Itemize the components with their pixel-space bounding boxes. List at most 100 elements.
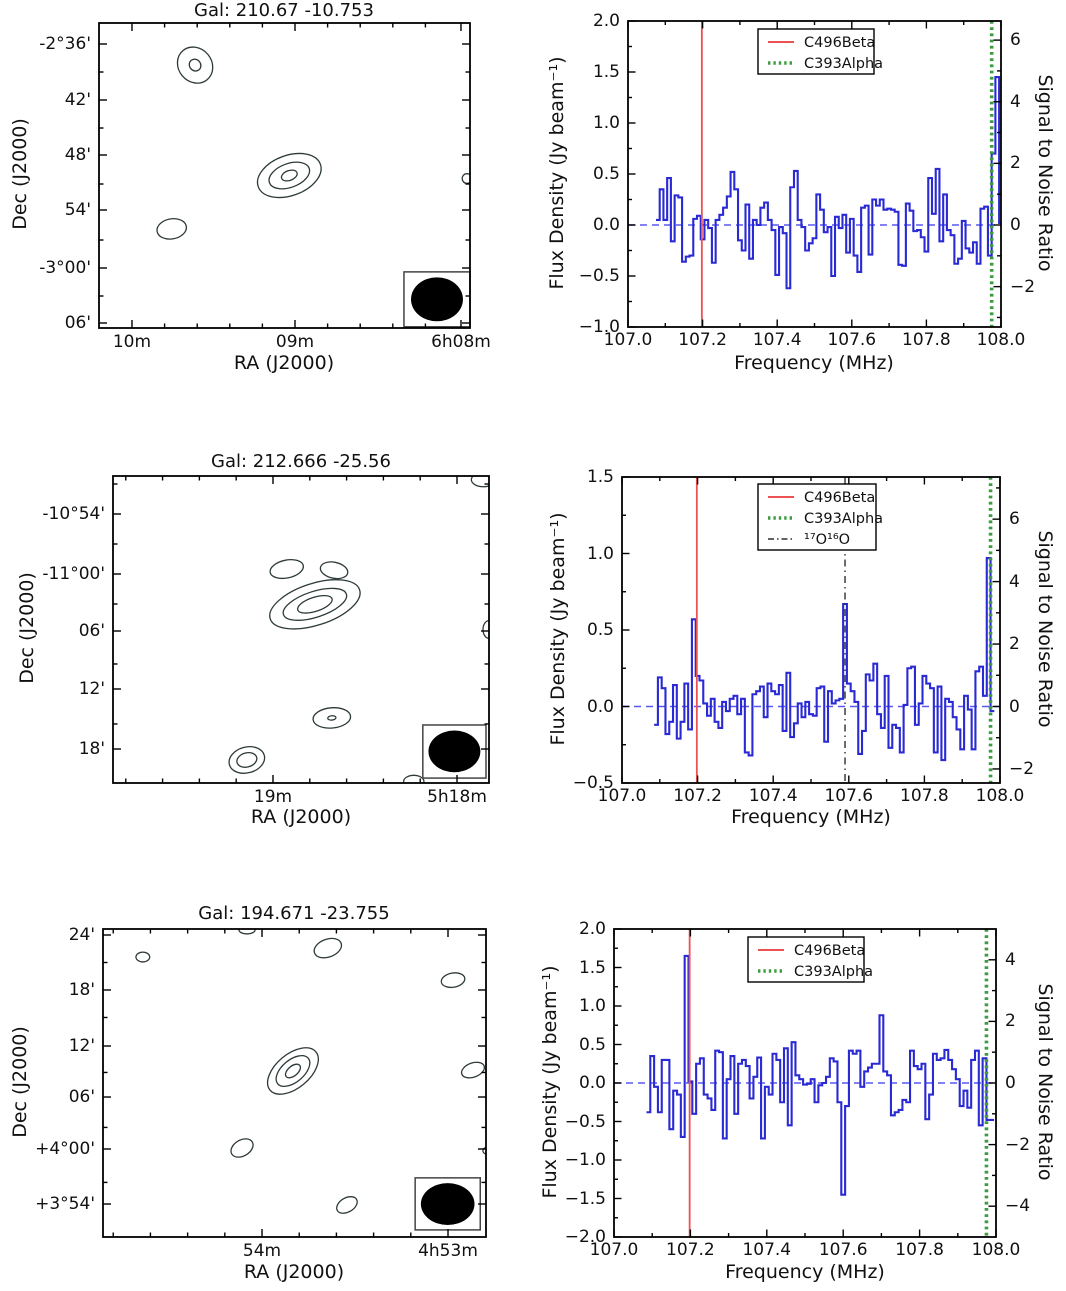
map-x-tick-label: 5h18m — [427, 787, 487, 807]
spec-x-tick-label: 107.0 — [603, 330, 653, 350]
map-y-tick-label: -11°00' — [42, 563, 105, 584]
map1-xlabel: RA (J2000) — [233, 352, 335, 374]
beam-ellipse — [411, 277, 463, 322]
map2-title: Gal: 212.666 -25.56 — [211, 451, 391, 472]
legend-label: C393Alpha — [794, 964, 873, 980]
contour-line — [460, 1061, 486, 1079]
map-y-tick-label: 18' — [68, 979, 95, 1000]
spec-y-tick-label: 0.0 — [592, 215, 620, 235]
legend-label: C496Beta — [804, 35, 875, 51]
contour-line — [176, 46, 214, 84]
spec-y-tick-label: 1.5 — [578, 957, 606, 978]
contour-line — [284, 1063, 302, 1079]
spec-x-tick-label: 108.0 — [976, 330, 1026, 350]
legend-label: C393Alpha — [804, 511, 883, 527]
axes-spines — [621, 476, 1001, 784]
panel-spec-1-svg: C496Beta C393Alpha ¹⁷O¹⁶O — [621, 476, 1001, 784]
spectrum-panel-3: C496Beta C393Alpha — [612, 927, 998, 1239]
spec-y-tick-label: 0.0 — [586, 696, 614, 717]
spec-x-tick-label: 107.0 — [597, 786, 647, 806]
legend-label: C393Alpha — [804, 56, 883, 72]
snr-tick-label: −2 — [1005, 1134, 1031, 1155]
spec-y-tick-label: 1.0 — [586, 543, 614, 564]
map-y-tick-label: -3°00' — [39, 258, 91, 278]
contour-line — [282, 587, 348, 621]
panel-map-1-svg — [112, 475, 490, 784]
map-y-tick-label: 06' — [78, 621, 105, 641]
map-y-tick-label: 06' — [64, 312, 91, 333]
snr-tick-label: 4 — [1010, 91, 1021, 112]
map-y-tick-label: 24' — [68, 925, 95, 945]
plot-group — [98, 22, 471, 329]
spec-y-tick-label: 0.5 — [592, 164, 620, 184]
snr-tick-label: 2 — [1010, 153, 1021, 174]
spec2-xlabel: Frequency (MHz) — [731, 806, 891, 828]
contour-line — [336, 1196, 358, 1214]
spec-x-tick-label: 107.6 — [824, 786, 874, 806]
map-y-tick-label: 12' — [68, 1036, 95, 1056]
map-y-tick-label: 18' — [78, 739, 105, 759]
spec-y-tick-label: 0.5 — [578, 1034, 606, 1055]
spec-y-tick-label: 2.0 — [578, 919, 606, 939]
spec-x-tick-label: 108.0 — [971, 1240, 1021, 1260]
map-x-tick-label: 4h53m — [418, 1241, 478, 1261]
legend-box — [747, 936, 865, 983]
map1-title: Gal: 210.67 -10.753 — [194, 0, 374, 21]
snr-tick-label: 4 — [1005, 949, 1016, 970]
contour-line — [313, 937, 343, 959]
contour-line — [327, 715, 337, 721]
spec-y-tick-label: 1.0 — [578, 996, 606, 1016]
legend-label: ¹⁷O¹⁶O — [804, 532, 850, 548]
contour-line — [312, 707, 352, 729]
snr-tick-label: −2 — [1009, 758, 1035, 779]
spec-x-tick-label: 107.4 — [742, 1240, 792, 1260]
contour-line — [156, 217, 188, 240]
spec-x-tick-label: 107.6 — [827, 330, 877, 350]
plot-group — [102, 928, 487, 1238]
contour-line — [482, 1147, 486, 1155]
spec-y-tick-label: 2.0 — [592, 11, 620, 31]
spec-x-tick-label: 107.4 — [748, 786, 798, 806]
axes-spines — [112, 475, 490, 784]
plot-group: C496Beta C393Alpha — [627, 20, 1002, 328]
beam-ellipse — [420, 1183, 475, 1225]
contour-line — [256, 152, 322, 199]
snr-tick-label: 6 — [1009, 509, 1020, 530]
map2-xlabel: RA (J2000) — [250, 806, 352, 828]
spec-y-tick-label: 1.5 — [586, 467, 614, 487]
spec-y-tick-label: −1.5 — [564, 1188, 606, 1209]
spec-y-tick-label: −0.5 — [572, 773, 614, 793]
plot-group: C496Beta C393Alpha ¹⁷O¹⁶O — [621, 476, 1001, 784]
map-x-tick-label: 54m — [242, 1241, 282, 1261]
spec-x-tick-label: 107.0 — [589, 1240, 639, 1260]
contour-layer — [156, 46, 470, 240]
flux-step-line — [646, 954, 995, 1196]
spec-y-tick-label: 0.0 — [578, 1073, 606, 1093]
contour-line — [188, 58, 202, 72]
contour-line — [230, 1138, 254, 1158]
spec-x-tick-label: 107.2 — [673, 786, 722, 806]
spec1-xlabel: Frequency (MHz) — [734, 352, 894, 374]
snr-tick-label: −4 — [1005, 1196, 1031, 1217]
legend-label: C496Beta — [804, 490, 875, 506]
spec-y-tick-label: −1.0 — [564, 1150, 606, 1170]
map-y-tick-label: +3°54' — [35, 1194, 95, 1214]
spec-y-tick-label: −1.0 — [578, 317, 620, 337]
contour-layer — [135, 929, 486, 1214]
plot-group: C496Beta C393Alpha — [613, 928, 997, 1238]
flux-step-line — [655, 76, 1001, 290]
panel-spec-2-svg: C496Beta C393Alpha — [613, 928, 997, 1238]
map-y-tick-label: -10°54' — [42, 504, 105, 524]
snr-tick-label: 4 — [1009, 571, 1020, 592]
spec-x-tick-label: 107.8 — [902, 330, 951, 350]
spec-y-tick-label: 1.5 — [592, 62, 620, 82]
contour-line — [470, 476, 489, 488]
plot-group — [112, 475, 490, 784]
snr-tick-label: 0 — [1005, 1073, 1016, 1093]
contour-line — [319, 561, 349, 580]
map-y-tick-label: +4°00' — [35, 1139, 95, 1159]
contour-line — [228, 746, 266, 774]
axes-spines — [627, 20, 1002, 328]
contour-line — [135, 951, 151, 963]
